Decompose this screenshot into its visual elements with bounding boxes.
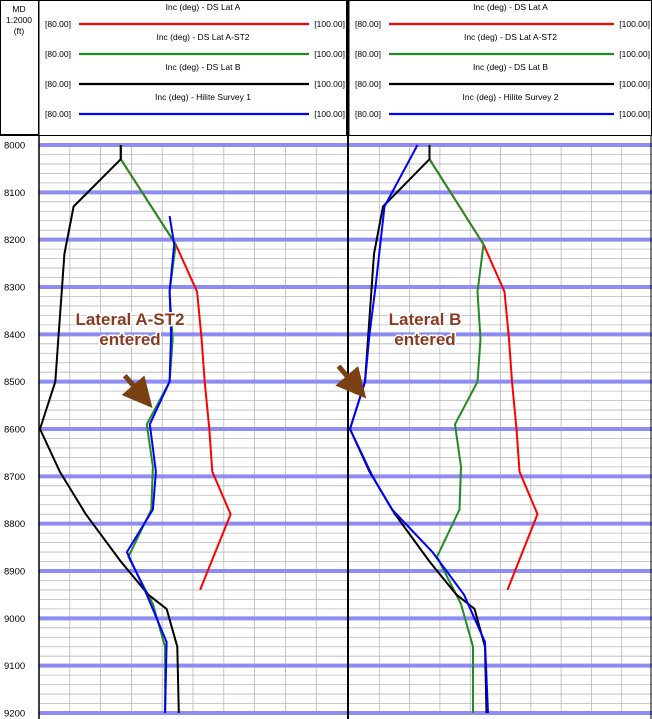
legend-label: Inc (deg) - Hilite Survey 2: [463, 92, 559, 102]
legend-min-label: [80.00]: [355, 19, 381, 29]
annotation-text: entered: [99, 330, 160, 349]
series-line: [125, 215, 176, 714]
annotation-text: Lateral A-ST2: [76, 310, 185, 329]
legend-min-label: [80.00]: [45, 109, 71, 119]
legend-max-label: [100.00]: [314, 19, 345, 29]
depth-tick-label: 8400: [4, 330, 25, 341]
legend-max-label: [100.00]: [314, 79, 345, 89]
series-line: [349, 144, 489, 714]
legend-max-label: [100.00]: [619, 19, 650, 29]
depth-tick-label: 8300: [4, 283, 25, 294]
depth-tick-label: 8700: [4, 472, 25, 483]
legend-max-label: [100.00]: [314, 109, 345, 119]
legend-label: Inc (deg) - DS Lat B: [165, 62, 240, 72]
depth-tick-label: 8800: [4, 519, 25, 530]
track-header-1: Inc (deg) - DS Lat A [80.00] [100.00] Inc (…: [38, 0, 347, 136]
md-title: MD: [12, 4, 25, 14]
track-1: [39, 143, 347, 715]
legend-max-label: [100.00]: [314, 49, 345, 59]
depth-tick-label: 9200: [4, 709, 25, 719]
depth-tick-label: 8200: [4, 235, 25, 246]
legend-min-label: [80.00]: [45, 79, 71, 89]
annotation-arrow: [335, 364, 367, 399]
legend-label: Inc (deg) - DS Lat B: [473, 62, 548, 72]
annotation-arrow: [121, 373, 153, 408]
annotation-text: entered: [394, 330, 455, 349]
legend-label: Inc (deg) - DS Lat A-ST2: [464, 32, 557, 42]
md-scale: 1:2000: [6, 15, 32, 25]
depth-tick-label: 9100: [4, 661, 25, 672]
legend-max-label: [100.00]: [619, 79, 650, 89]
depth-tick-label: 8000: [4, 141, 25, 152]
depth-tick-label: 8600: [4, 425, 25, 436]
legend-min-label: [80.00]: [45, 19, 71, 29]
annotation-text: Lateral B: [389, 310, 462, 329]
legend-label: Inc (deg) - DS Lat A-ST2: [156, 32, 249, 42]
legend-min-label: [80.00]: [355, 109, 381, 119]
md-unit: (ft): [14, 26, 25, 36]
legend-max-label: [100.00]: [619, 49, 650, 59]
legend-label: Inc (deg) - Hilite Survey 1: [155, 92, 251, 102]
track-header-2: Inc (deg) - DS Lat A [80.00] [100.00] Inc (…: [348, 0, 652, 136]
series-line: [39, 145, 180, 714]
depth-tick-label: 8500: [4, 377, 25, 388]
track-2: [349, 143, 652, 715]
legend-max-label: [100.00]: [619, 109, 650, 119]
depth-tick-label: 8100: [4, 188, 25, 199]
legend-min-label: [80.00]: [355, 79, 381, 89]
depth-axis: 8000 8100 8200 8300 8400 8500 8600 8700 8800 8900…: [4, 141, 25, 719]
legend-label: Inc (deg) - DS Lat A: [166, 2, 241, 12]
legend-min-label: [80.00]: [355, 49, 381, 59]
legend-min-label: [80.00]: [45, 49, 71, 59]
legend-label: Inc (deg) - DS Lat A: [473, 2, 548, 12]
depth-tick-label: 9000: [4, 614, 25, 625]
md-header: MD 1:2000 (ft): [0, 0, 39, 135]
depth-tick-label: 8900: [4, 567, 25, 578]
